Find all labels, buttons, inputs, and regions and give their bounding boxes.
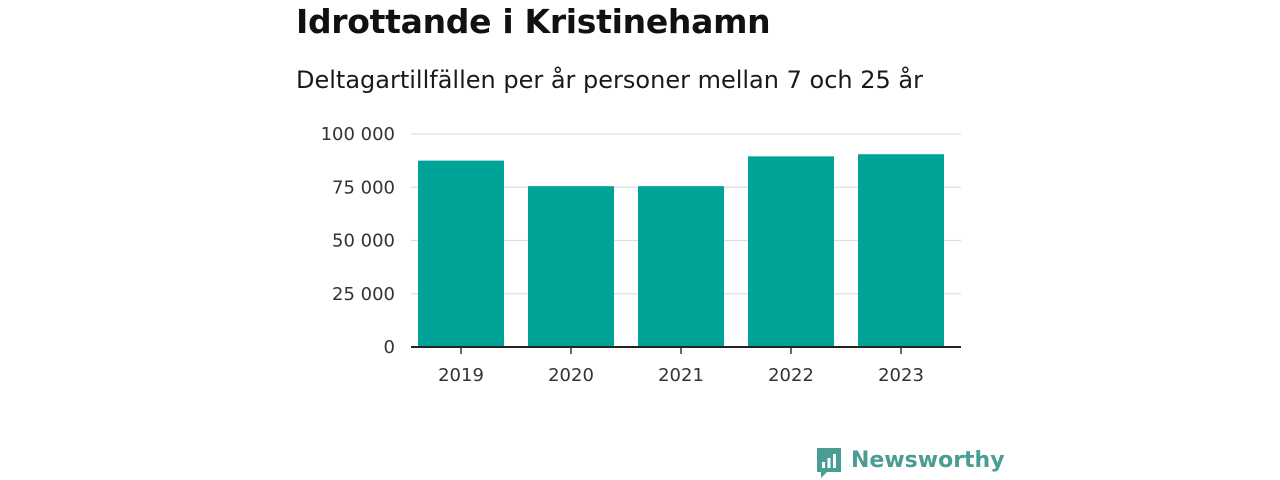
bar-chart: 0 25 000 50 000 75 000 100 000 2019 2020 2021 20… xyxy=(321,124,961,386)
x-tick-label: 2023 xyxy=(878,365,924,386)
y-tick-label: 100 000 xyxy=(321,124,395,145)
bar-2020 xyxy=(528,186,614,347)
bars xyxy=(418,154,944,347)
x-tick-label: 2021 xyxy=(658,365,704,386)
bar-2023 xyxy=(858,154,944,347)
newsworthy-logo-icon xyxy=(817,448,841,478)
x-tick-label: 2022 xyxy=(768,365,814,386)
y-tick-label: 75 000 xyxy=(332,177,395,198)
newsworthy-logo: Newsworthy xyxy=(815,446,1005,480)
x-tick-label: 2019 xyxy=(438,365,484,386)
axes: 0 25 000 50 000 75 000 100 000 2019 2020 2021 20… xyxy=(321,124,961,386)
bar-2022 xyxy=(748,156,834,347)
bar-2021 xyxy=(638,186,724,347)
x-tick-label: 2020 xyxy=(548,365,594,386)
chart-subtitle: Deltagartillfällen per år personer mella… xyxy=(296,66,923,94)
newsworthy-logo-text: Newsworthy xyxy=(851,448,1005,473)
y-tick-label: 25 000 xyxy=(332,284,395,305)
y-tick-label: 50 000 xyxy=(332,231,395,252)
bar-2019 xyxy=(418,160,504,347)
chart-title: Idrottande i Kristinehamn xyxy=(296,2,771,41)
y-tick-label: 0 xyxy=(384,337,395,358)
